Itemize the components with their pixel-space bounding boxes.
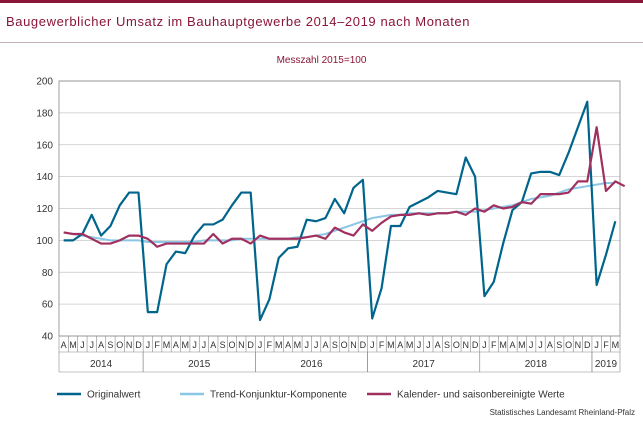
series-line-originalwert xyxy=(63,100,617,322)
month-label: F xyxy=(379,340,385,350)
y-tick-label: 100 xyxy=(36,236,53,247)
month-label: F xyxy=(603,340,609,350)
month-label: A xyxy=(547,340,553,350)
year-label: 2019 xyxy=(595,359,618,370)
month-label: D xyxy=(472,340,479,350)
month-label: J xyxy=(417,340,422,350)
month-label: O xyxy=(116,340,123,350)
y-tick-label: 160 xyxy=(36,140,53,151)
legend: Originalwert Trend-Konjunktur-Komponente K… xyxy=(57,390,565,401)
series-line-trend-konjunktur-komponente xyxy=(63,182,616,243)
month-label: A xyxy=(98,340,104,350)
month-label: A xyxy=(435,340,441,350)
chart-subtitle: Messzahl 2015=100 xyxy=(276,55,367,66)
month-label: M xyxy=(275,340,283,350)
month-label: N xyxy=(350,340,357,350)
month-label: J xyxy=(202,340,207,350)
month-label: S xyxy=(444,340,450,350)
month-label: O xyxy=(228,340,235,350)
month-label: J xyxy=(89,340,94,350)
month-label: D xyxy=(360,340,367,350)
month-label: A xyxy=(322,340,328,350)
year-label: 2015 xyxy=(188,359,211,370)
y-tick-label: 80 xyxy=(42,268,54,279)
y-tick-label: 200 xyxy=(36,77,53,88)
top-rule xyxy=(0,0,643,3)
month-label: F xyxy=(267,340,273,350)
y-tick-label: 140 xyxy=(36,172,53,183)
month-label: J xyxy=(482,340,487,350)
y-tick-label: 60 xyxy=(42,300,54,311)
title-divider xyxy=(0,42,643,43)
month-label: M xyxy=(518,340,526,350)
month-label: M xyxy=(181,340,189,350)
month-label: J xyxy=(305,340,310,350)
month-label: A xyxy=(61,340,67,350)
month-label: J xyxy=(192,340,197,350)
month-label: M xyxy=(294,340,302,350)
month-label: S xyxy=(556,340,562,350)
month-label: A xyxy=(173,340,179,350)
month-label: A xyxy=(285,340,291,350)
month-label: M xyxy=(499,340,507,350)
month-label: S xyxy=(220,340,226,350)
chart-title: Baugewerblicher Umsatz im Bauhauptgewerb… xyxy=(6,14,471,29)
month-label: J xyxy=(146,340,151,350)
month-label: N xyxy=(126,340,133,350)
year-label: 2016 xyxy=(300,359,323,370)
legend-label: Trend-Konjunktur-Komponente xyxy=(210,390,347,401)
month-label: M xyxy=(406,340,414,350)
month-label: A xyxy=(210,340,216,350)
legend-label: Kalender- und saisonbereinigte Werte xyxy=(397,390,565,401)
year-label: 2017 xyxy=(413,359,436,370)
month-label: J xyxy=(80,340,85,350)
series-lines xyxy=(63,100,626,322)
month-label: D xyxy=(135,340,142,350)
month-label: S xyxy=(332,340,338,350)
month-label: M xyxy=(612,340,620,350)
month-label: N xyxy=(462,340,469,350)
month-label: J xyxy=(426,340,431,350)
month-label: M xyxy=(387,340,395,350)
month-label: M xyxy=(69,340,77,350)
month-label: O xyxy=(453,340,460,350)
month-label: J xyxy=(538,340,543,350)
month-label: A xyxy=(509,340,515,350)
month-label: J xyxy=(314,340,319,350)
month-label: O xyxy=(565,340,572,350)
month-label: M xyxy=(163,340,171,350)
month-label: A xyxy=(397,340,403,350)
month-label: S xyxy=(107,340,113,350)
year-label: 2014 xyxy=(90,359,113,370)
month-label: O xyxy=(341,340,348,350)
y-tick-label: 180 xyxy=(36,108,53,119)
month-label: D xyxy=(584,340,591,350)
month-label: J xyxy=(258,340,263,350)
month-label: D xyxy=(247,340,254,350)
month-label: F xyxy=(154,340,160,350)
month-label: J xyxy=(594,340,599,350)
month-label: J xyxy=(529,340,534,350)
year-label: 2018 xyxy=(525,359,548,370)
y-tick-label: 120 xyxy=(36,204,53,215)
series-line-kalender-und-saisonbereinigte-werte xyxy=(63,126,626,248)
y-tick-label: 40 xyxy=(42,332,54,343)
month-label: F xyxy=(491,340,497,350)
source-note: Statistisches Landesamt Rheinland-Pfalz xyxy=(489,408,635,417)
legend-label: Originalwert xyxy=(87,390,141,401)
month-label: J xyxy=(370,340,375,350)
month-label: N xyxy=(238,340,245,350)
month-label: N xyxy=(575,340,582,350)
